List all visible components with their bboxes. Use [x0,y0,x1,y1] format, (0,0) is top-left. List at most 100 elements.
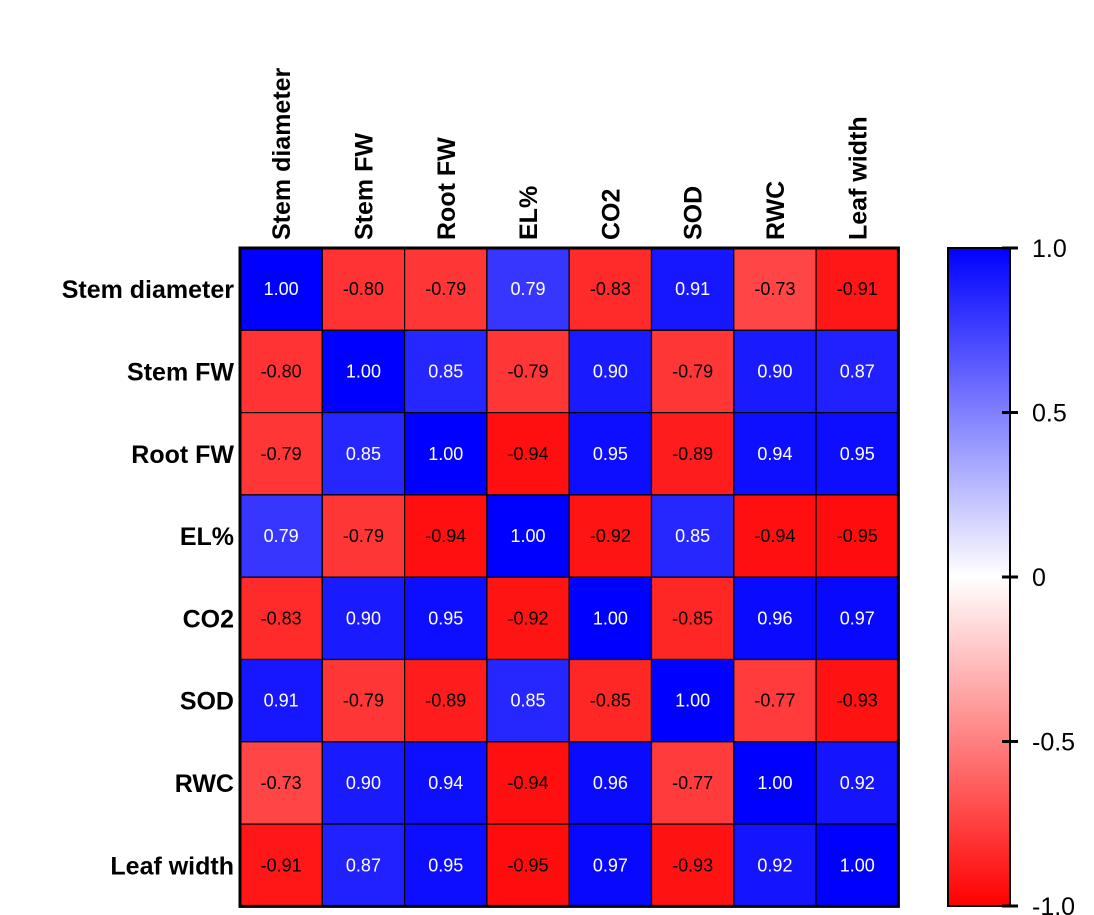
heatmap-cell [321,658,406,743]
cell-value-label: -0.94 [508,444,549,464]
cell-value-label: -0.93 [837,691,878,711]
cell-value-label: 1.00 [757,773,792,793]
heatmap-cell [404,658,488,743]
cell-value-label: -0.93 [672,855,713,875]
cell-value-label: 0.91 [675,279,710,299]
heatmap-cell [568,741,653,825]
heatmap-cell [239,494,323,578]
cell-value-label: -0.77 [754,691,795,711]
cell-value-label: 1.00 [840,855,875,875]
cell-value-label: -0.79 [343,526,384,546]
heatmap-cell [486,247,570,331]
column-label: Stem diameter [268,67,296,240]
cell-value-label: -0.95 [837,526,878,546]
cell-value-label: 1.00 [675,691,710,711]
heatmap-cell [815,247,899,331]
heatmap-cell [404,412,488,496]
cell-value-label: 0.87 [346,855,381,875]
cell-value-label: -0.89 [672,444,713,464]
cell-value-label: 0.97 [840,608,875,628]
heatmap-cell [650,329,735,414]
cell-value-label: 0.92 [757,855,792,875]
cell-value-label: 0.90 [346,608,381,628]
cell-value-label: 0.95 [840,444,875,464]
cell-value-label: 0.85 [428,361,463,381]
color-scale-bar: 1.0 0.5 0 -0.5 -1.0 [947,235,1075,915]
cell-value-label: -0.94 [754,526,795,546]
column-label: SOD [680,186,708,240]
column-label: Root FW [433,137,461,240]
cell-value-label: -0.79 [672,361,713,381]
cell-value-label: 0.95 [593,444,628,464]
heatmap-cell [486,412,570,496]
cell-value-label: -0.83 [590,279,631,299]
cell-value-label: -0.79 [425,279,466,299]
heatmap-cell [650,576,735,661]
heatmap-cell [486,329,570,414]
cell-value-label: -0.73 [754,279,795,299]
cell-value-label: 1.00 [511,526,546,546]
heatmap-cell [815,576,899,661]
column-label: Stem FW [350,133,378,240]
row-label: EL% [180,523,234,551]
color-scale-tick-label: -1.0 [1032,893,1075,915]
row-label: Root FW [131,441,234,469]
row-label: Leaf width [110,852,234,880]
heatmap-cell [239,247,323,331]
cell-value-label: -0.80 [261,361,302,381]
cell-value-label: 0.95 [428,855,463,875]
cell-value-label: -0.79 [261,444,302,464]
heatmap-cell [486,494,570,578]
heatmap-cell [650,247,735,331]
color-scale-tick-label: -0.5 [1032,729,1075,757]
cell-value-label: -0.89 [425,691,466,711]
color-scale-tick-label: 1.0 [1032,235,1067,263]
cell-value-label: 0.96 [593,773,628,793]
heatmap-cell [321,329,406,414]
color-scale-ticks: 1.0 0.5 0 -0.5 -1.0 [1002,235,1075,915]
heatmap-cell [733,741,817,825]
cell-value-label: -0.79 [508,361,549,381]
cell-value-label: -0.85 [590,691,631,711]
cell-value-label: -0.77 [672,773,713,793]
cell-value-label: 1.00 [346,361,381,381]
cell-value-label: 0.85 [511,691,546,711]
color-scale-tick-label: 0.5 [1032,400,1067,428]
column-label: RWC [762,181,790,240]
cell-value-label: 0.90 [593,361,628,381]
cell-value-label: -0.91 [261,855,302,875]
cell-value-label: -0.94 [425,526,466,546]
cell-value-label: -0.80 [343,279,384,299]
row-label: Stem diameter [62,276,235,304]
heatmap-cell [321,247,406,331]
heatmap-cell [568,576,653,661]
heatmap-border [238,246,900,908]
cell-value-label: 0.95 [428,608,463,628]
cell-value-label: 0.87 [840,361,875,381]
cell-value-label: 0.91 [264,691,299,711]
cell-value-label: -0.91 [837,279,878,299]
heatmap-cell [486,576,570,661]
heatmap-cell [733,658,817,743]
cell-value-label: -0.83 [261,608,302,628]
heatmap-cell [815,823,899,907]
row-label: CO2 [183,605,234,633]
color-scale-gradient [947,247,1011,907]
heatmap-cell [568,658,653,743]
heatmap-cell [321,412,406,496]
heatmap-cell [568,823,653,907]
cell-value-label: -0.92 [508,608,549,628]
column-label: CO2 [597,189,625,240]
heatmap-cell [815,329,899,414]
heatmap-cell [568,412,653,496]
heatmap-cell [815,658,899,743]
row-label: SOD [180,688,234,716]
cell-value-label: 0.90 [346,773,381,793]
cell-value-label: 0.94 [428,773,463,793]
heatmap-cell [815,741,899,825]
heatmap-cell [404,823,488,907]
heatmap-cell [239,741,323,825]
cell-value-label: 0.90 [757,361,792,381]
cell-value-label: -0.79 [343,691,384,711]
